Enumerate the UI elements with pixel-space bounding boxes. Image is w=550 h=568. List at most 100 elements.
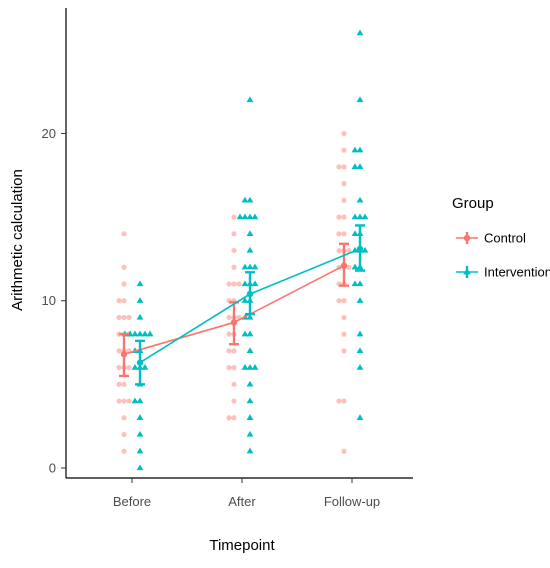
control-point <box>341 231 347 237</box>
intervention-point <box>351 146 359 153</box>
intervention-point <box>246 246 254 253</box>
control-point <box>116 348 122 354</box>
intervention-point <box>131 397 139 404</box>
y-tick-label: 0 <box>49 460 56 475</box>
intervention-point <box>241 364 249 370</box>
intervention-point <box>241 213 249 220</box>
intervention-point <box>356 146 364 153</box>
x-tick-label: Before <box>113 494 151 509</box>
intervention-point <box>136 414 144 420</box>
intervention-point <box>136 330 144 337</box>
intervention-point <box>246 347 254 354</box>
y-tick-label: 20 <box>42 126 56 141</box>
points-layer <box>116 29 369 471</box>
control-point <box>121 431 127 438</box>
intervention-point <box>351 280 359 287</box>
intervention-point <box>361 213 369 220</box>
control-point <box>116 381 122 387</box>
control-point <box>231 264 237 270</box>
control-point <box>226 331 232 337</box>
control-point <box>346 264 352 270</box>
intervention-mean-marker <box>356 245 364 253</box>
control-point <box>336 247 342 254</box>
intervention-point <box>136 464 144 471</box>
intervention-point <box>356 213 364 220</box>
control-point <box>126 314 132 321</box>
intervention-point <box>246 430 254 437</box>
intervention-point <box>246 230 254 236</box>
intervention-point <box>136 280 144 287</box>
control-point <box>236 281 242 287</box>
control-point <box>341 214 347 220</box>
intervention-point <box>356 196 364 203</box>
intervention-point <box>251 263 259 270</box>
intervention-point <box>246 447 254 454</box>
intervention-point <box>246 196 254 203</box>
intervention-point <box>246 96 254 103</box>
control-point <box>121 281 127 287</box>
intervention-point <box>146 330 154 337</box>
y-tick-label: 10 <box>42 293 56 308</box>
intervention-point <box>136 430 144 437</box>
control-point <box>231 381 237 387</box>
legend-control-marker <box>463 234 471 242</box>
intervention-point <box>246 213 254 220</box>
intervention-point <box>351 163 359 170</box>
intervention-point <box>241 196 249 203</box>
legend-control-label: Control <box>484 231 526 246</box>
control-point <box>231 214 237 220</box>
control-point <box>116 365 122 371</box>
intervention-point <box>241 330 249 337</box>
control-point <box>116 398 122 404</box>
intervention-point <box>356 163 364 170</box>
x-tick-label: After <box>228 494 256 509</box>
control-point <box>116 298 122 304</box>
control-point <box>231 231 237 237</box>
control-point <box>226 281 232 287</box>
intervention-point <box>356 297 364 303</box>
control-point <box>336 231 342 237</box>
intervention-point <box>241 263 249 270</box>
x-tick-label: Follow-up <box>324 494 380 509</box>
intervention-point <box>136 297 144 303</box>
control-point <box>121 415 127 421</box>
control-point <box>226 314 232 321</box>
control-point <box>336 398 342 404</box>
control-point <box>121 231 127 237</box>
control-point <box>231 398 237 404</box>
control-point <box>341 448 347 454</box>
intervention-point <box>246 330 254 337</box>
legend-intervention-marker <box>463 268 471 275</box>
ticks-layer: 0 10 20 Before After Follow-up <box>42 126 381 509</box>
control-point <box>116 314 122 321</box>
control-mean-marker <box>230 319 238 326</box>
control-point <box>341 197 347 203</box>
control-mean-marker <box>120 351 128 358</box>
control-point <box>336 298 342 304</box>
intervention-mean-marker <box>246 290 254 298</box>
intervention-point <box>361 246 369 253</box>
control-point <box>346 247 352 254</box>
legend-intervention-label: Intervention <box>484 265 550 280</box>
intervention-point <box>356 364 364 370</box>
intervention-point <box>251 280 259 287</box>
control-point <box>341 348 347 354</box>
control-point <box>126 365 132 371</box>
control-point <box>231 365 237 371</box>
intervention-point <box>136 447 144 454</box>
control-point <box>231 281 237 287</box>
intervention-point <box>251 213 259 220</box>
control-point <box>121 314 127 321</box>
intervention-mean-marker <box>136 359 144 366</box>
summary-layer <box>119 224 365 386</box>
control-point <box>226 348 232 354</box>
intervention-point <box>246 397 254 404</box>
x-axis-title: Timepoint <box>209 537 275 554</box>
intervention-point <box>351 263 359 270</box>
control-point <box>121 448 127 454</box>
control-point <box>341 398 347 404</box>
intervention-point <box>141 364 149 370</box>
control-point <box>121 298 127 304</box>
